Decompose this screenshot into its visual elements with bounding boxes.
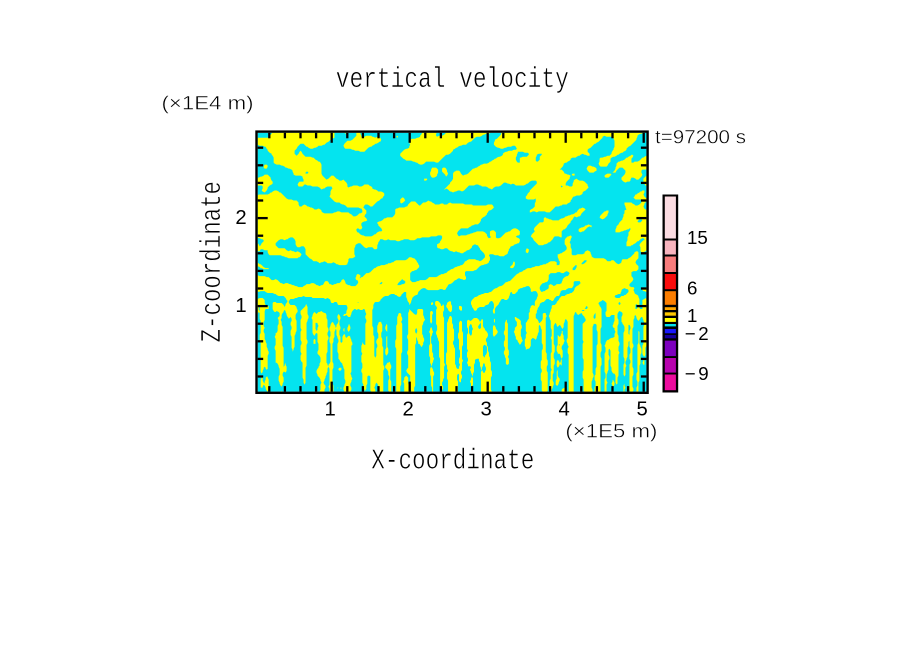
svg-text:1: 1: [687, 305, 697, 326]
svg-text:t=97200 s: t=97200 s: [655, 126, 746, 148]
svg-text:4: 4: [559, 398, 570, 420]
svg-text:1: 1: [325, 398, 336, 420]
svg-text:−9: −9: [685, 363, 709, 384]
svg-text:(×1E5 m): (×1E5 m): [565, 420, 657, 442]
svg-text:Z-coordinate: Z-coordinate: [196, 181, 229, 342]
svg-text:vertical velocity: vertical velocity: [336, 63, 569, 96]
svg-text:1: 1: [235, 295, 246, 317]
svg-text:3: 3: [481, 398, 492, 420]
svg-text:6: 6: [687, 277, 697, 298]
svg-text:(×1E4 m): (×1E4 m): [162, 92, 254, 114]
svg-text:2: 2: [235, 207, 246, 229]
svg-text:15: 15: [687, 227, 708, 248]
svg-text:5: 5: [637, 398, 648, 420]
svg-text:X-coordinate: X-coordinate: [371, 444, 534, 477]
svg-text:2: 2: [403, 398, 414, 420]
